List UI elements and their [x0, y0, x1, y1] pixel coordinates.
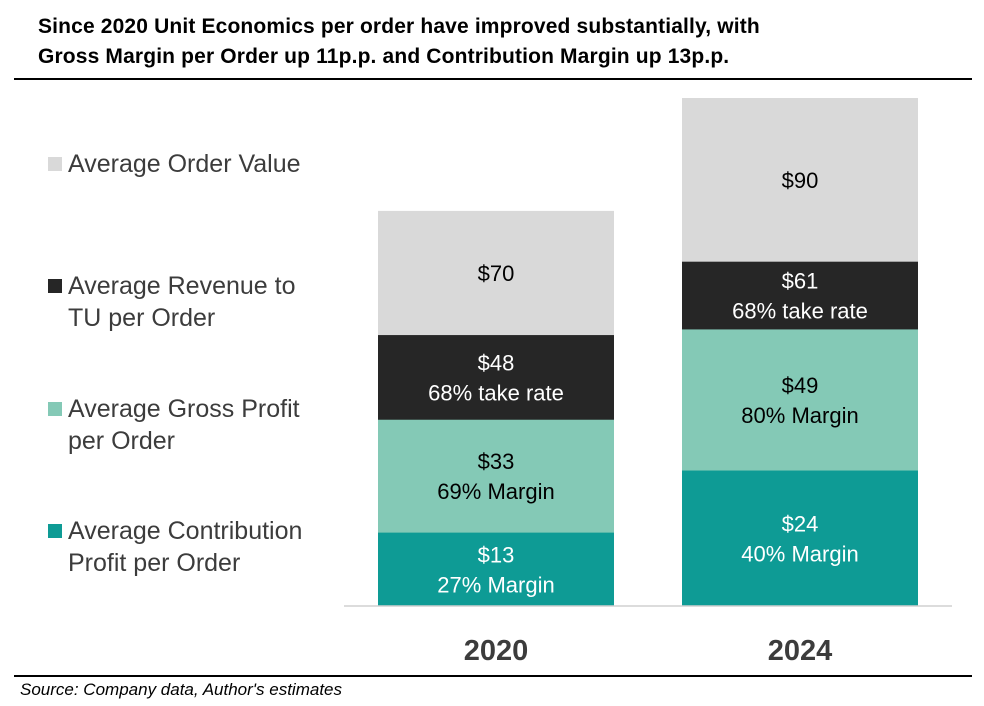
data-label-2024-series-3-line-1: 40% Margin	[741, 541, 858, 566]
legend-swatch	[48, 279, 62, 293]
legend-label-line: Average Contribution	[68, 517, 303, 545]
legend-swatch	[48, 157, 62, 171]
data-label-2024-series-2-line-1: 80% Margin	[741, 403, 858, 428]
data-label-2024-series-1-line-1: 68% take rate	[732, 299, 868, 324]
x-tick-label-2024: 2024	[768, 635, 833, 667]
legend-label-line: Average Gross Profit	[68, 395, 300, 423]
data-label-2024-series-3-line-0: $24	[782, 511, 819, 536]
data-label-2020-series-2-line-0: $33	[478, 449, 515, 474]
data-label-2020-series-1-line-0: $48	[478, 350, 515, 375]
data-label-2024-series-1-line-0: $61	[782, 269, 819, 294]
source-note: Source: Company data, Author's estimates	[20, 680, 342, 699]
data-label-2020-series-0-line-0: $70	[478, 261, 515, 286]
legend-label-line: per Order	[68, 427, 175, 455]
bar-2024-series-3	[682, 470, 918, 606]
data-label-2024-series-2-line-0: $49	[782, 373, 819, 398]
bar-2020-series-3	[378, 532, 614, 606]
chart-title: Since 2020 Unit Economics per order have…	[38, 12, 958, 72]
data-label-2020-series-2-line-1: 69% Margin	[437, 479, 554, 504]
data-label-2020-series-3-line-1: 27% Margin	[437, 572, 554, 597]
legend-swatch	[48, 524, 62, 538]
data-label-2024-series-0-line-0: $90	[782, 168, 819, 193]
legend-swatch	[48, 402, 62, 416]
chart-title-line-1: Since 2020 Unit Economics per order have…	[38, 15, 760, 38]
data-label-2020-series-1-line-1: 68% take rate	[428, 380, 564, 405]
data-label-2020-series-3-line-0: $13	[478, 542, 515, 567]
legend-label-line: Average Order Value	[68, 150, 301, 178]
legend-label-line: TU per Order	[68, 304, 216, 332]
legend-label-line: Average Revenue to	[68, 272, 296, 300]
footer-divider	[14, 675, 972, 677]
chart-title-line-2: Gross Margin per Order up 11p.p. and Con…	[38, 45, 730, 68]
title-divider	[14, 78, 972, 80]
x-tick-label-2020: 2020	[464, 635, 529, 667]
legend-label-line: Profit per Order	[68, 549, 241, 577]
